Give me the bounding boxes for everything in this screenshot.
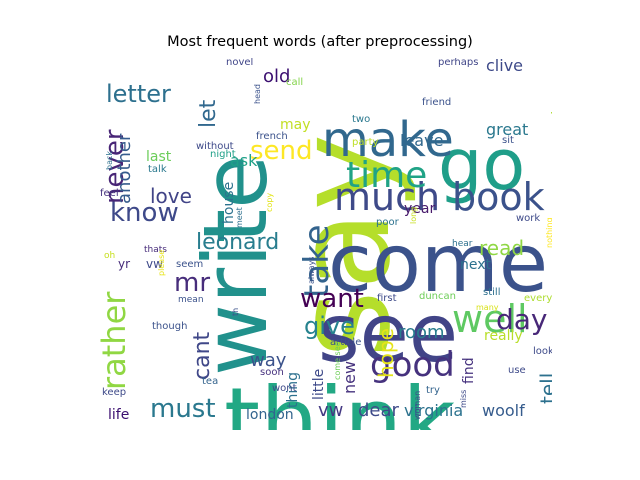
word-clive: clive (486, 58, 523, 75)
word-head: head (253, 84, 262, 104)
word-night: night (210, 149, 236, 160)
word-copy: copy (265, 192, 274, 212)
word-another: another (114, 133, 135, 204)
word-hope: hope (374, 328, 398, 378)
word-perhaps: perhaps (438, 58, 479, 68)
word-oh: oh (104, 251, 116, 261)
word-french: french (256, 131, 288, 142)
word-see: see (318, 287, 459, 380)
word-cant: cant (190, 331, 215, 380)
word-dear: dear (358, 400, 399, 421)
word-soon: soon (260, 367, 284, 378)
word-book: book (452, 175, 545, 219)
word-know: know (110, 198, 179, 228)
word-party: party (352, 137, 379, 148)
word-good: good (370, 345, 455, 385)
word-though: though (152, 321, 188, 332)
word-friend: friend (422, 97, 452, 108)
word-sit: sit (502, 135, 514, 146)
word-life: life (108, 407, 130, 423)
word-time: time (346, 155, 428, 196)
word-poor: poor (376, 217, 399, 228)
word-cloud: say think come see write go make much book time we… (96, 58, 552, 430)
word-go: go (438, 124, 526, 206)
word-leave: leave (400, 131, 444, 150)
word-wont: wont (272, 383, 297, 394)
word-miss: miss (459, 389, 468, 408)
word-rather: rather (96, 291, 133, 390)
word-woman: woman (413, 390, 422, 420)
word-read: read (479, 236, 525, 260)
word-tea: tea (202, 376, 219, 387)
word-meet: meet (235, 207, 244, 228)
word-old: old (263, 66, 291, 87)
word-every: every (524, 293, 552, 304)
word-let: let (196, 99, 221, 128)
word-back: back (105, 150, 114, 170)
word-send: send (250, 136, 313, 166)
word-always: always (307, 256, 316, 284)
word-really: really (484, 328, 523, 344)
word-year: year (404, 201, 436, 217)
word-look: look (533, 346, 552, 357)
word-new: new (340, 360, 359, 394)
word-seem: seem (176, 259, 204, 270)
word-well: well (452, 297, 528, 341)
word-yr: yr (118, 257, 131, 271)
word-make: make (322, 112, 454, 168)
word-feel: feel (100, 188, 119, 199)
word-leonard: leonard (196, 230, 280, 255)
word-want: want (300, 284, 364, 314)
word-vw: vw (318, 400, 344, 421)
chart-title: Most frequent words (after preprocessing… (167, 34, 473, 50)
word-tell: tell (536, 372, 552, 404)
word-th: th (231, 307, 240, 316)
word-day: day (496, 303, 548, 336)
word-hear: hear (452, 239, 473, 249)
word-article: article (330, 337, 362, 348)
word-great: great (486, 120, 529, 139)
word-love: love (150, 184, 192, 208)
word-letter: letter (106, 80, 171, 108)
word-talk: talk (148, 164, 167, 175)
word-virginia: virginia (404, 401, 464, 420)
word-come: come (328, 217, 549, 310)
word-still: still (483, 287, 501, 298)
word-must: must (150, 394, 216, 424)
word-nothing: nothing (545, 217, 552, 248)
word-people: people (548, 100, 552, 155)
word-think: think (224, 368, 456, 431)
word-use: use (508, 365, 526, 376)
word-ask: ask (230, 151, 258, 170)
word-house: house (221, 181, 237, 224)
word-without: without (196, 141, 234, 152)
word-long: long (409, 206, 418, 224)
word-mean: mean (178, 295, 204, 305)
word-call: call (286, 77, 304, 88)
word-keep: keep (102, 387, 127, 398)
word-london: london (246, 407, 294, 423)
word-work: work (516, 213, 541, 224)
word-find: find (461, 357, 477, 384)
word-give: give (304, 312, 355, 340)
word-try: try (426, 385, 440, 396)
word-much: much (334, 175, 441, 219)
word-many: many (476, 303, 499, 312)
word-way: way (250, 350, 287, 371)
word-first: first (377, 293, 397, 304)
word-duncan: duncan (419, 291, 456, 302)
word-novel: novel (226, 58, 254, 68)
word-room: room (398, 322, 445, 343)
word-come-see: come see (333, 341, 342, 380)
word-vw: vw (146, 257, 163, 271)
word-mr: mr (174, 268, 211, 298)
word-may: may (280, 117, 311, 133)
word-next: next (460, 257, 492, 273)
word-last: last (146, 149, 172, 165)
word-little: little (311, 368, 327, 400)
word-thats: thats (144, 245, 167, 255)
word-two: two (352, 114, 371, 125)
word-woolf: woolf (482, 401, 525, 420)
word-please: please (157, 249, 166, 276)
